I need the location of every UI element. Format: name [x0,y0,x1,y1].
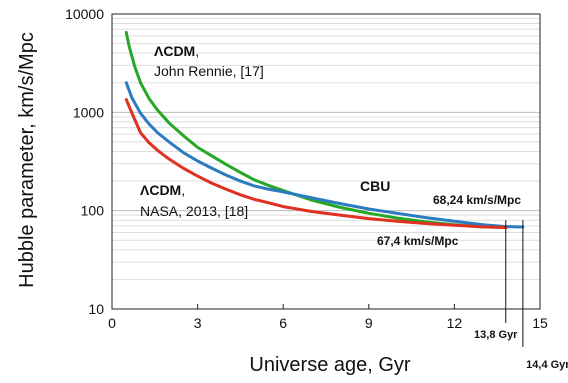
annotation-lcdm-rennie-label: ΛCDM [154,43,195,59]
annotation-lcdm-rennie-source: John Rennie, [17] [154,63,264,79]
y-tick-label: 10000 [65,6,104,22]
y-tick-label: 10 [88,301,104,317]
annotation-lcdm-rennie-comma: , [195,43,199,59]
y-tick-label: 100 [81,203,105,219]
x-tick-label: 9 [365,315,373,331]
series-cbu-line [124,81,525,229]
ticks-group: 0 3 6 9 12 15 10 100 1000 10000 [65,6,548,331]
series-lcdm-nasa-line [124,98,508,230]
annotation-hubble-cbu: 68,24 km/s/Mpc [433,193,521,207]
x-tick-label: 15 [532,315,548,331]
series-lcdm-rennie-line [124,30,508,230]
x-tick-label: 3 [194,315,202,331]
markers-group: 13,8 Gyr 14,4 Gyr [474,220,568,371]
annotation-lcdm-nasa: ΛCDM, [140,182,185,198]
x-tick-label: 0 [108,315,116,331]
plot-frame [111,13,541,310]
grid [112,17,540,310]
annotation-lcdm-nasa-label: ΛCDM [140,182,181,198]
x-tick-label: 12 [447,315,463,331]
annotation-hubble-lcdm: 67,4 km/s/Mpc [377,234,459,248]
x-tick-label: 6 [279,315,287,331]
y-axis-label: Hubble parameter, km/s/Mpc [16,32,38,288]
marker-label: 14,4 Gyr [526,359,568,371]
series-group [124,30,525,230]
annotation-lcdm-nasa-comma: , [181,182,185,198]
annotation-cbu: CBU [360,178,390,194]
marker-label: 13,8 Gyr [474,329,518,341]
annotation-lcdm-rennie: ΛCDM, [154,43,199,59]
x-axis-label: Universe age, Gyr [249,354,411,376]
annotation-lcdm-nasa-source: NASA, 2013, [18] [140,203,248,219]
y-tick-label: 1000 [73,104,104,120]
